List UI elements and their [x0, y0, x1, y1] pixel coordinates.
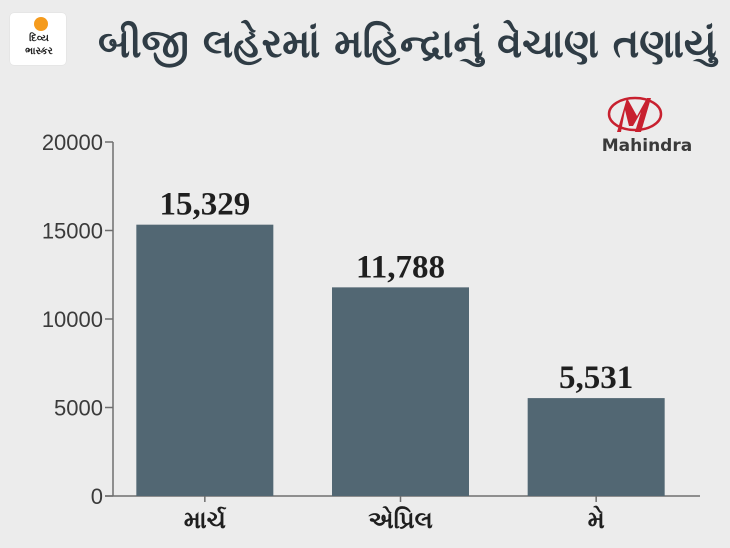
bar-value-label: 5,531: [559, 360, 633, 396]
y-tick-label: 10000: [42, 307, 103, 332]
publisher-logo: દિવ્ય ભાસ્કર: [10, 13, 66, 65]
bar-value-label: 15,329: [159, 187, 250, 223]
bar-1: [136, 224, 274, 496]
x-category-label: એપ્રિલ: [368, 505, 432, 534]
bar-value-label: 11,788: [356, 249, 445, 285]
y-tick-label: 20000: [42, 130, 103, 155]
bar-2: [332, 287, 469, 496]
bar-3: [527, 398, 665, 496]
x-category-label: મે: [588, 505, 605, 534]
y-tick-label: 0: [91, 484, 103, 509]
y-tick-label: 15000: [42, 219, 103, 244]
publisher-logo-line1: દિવ્ય: [29, 33, 49, 44]
sun-icon: [34, 17, 48, 31]
x-category-label: માર્ચ: [184, 506, 227, 534]
publisher-logo-line2: ભાસ્કર: [25, 46, 53, 57]
chart-title: બીજી લહેરમાં મહિન્દ્રાનું વેચાણ તણાયું: [98, 21, 717, 67]
y-tick-label: 5000: [54, 396, 103, 421]
mahindra-emblem-icon: [607, 96, 663, 132]
brand-logo: Mahindra: [585, 92, 705, 162]
brand-name: Mahindra: [601, 136, 693, 156]
